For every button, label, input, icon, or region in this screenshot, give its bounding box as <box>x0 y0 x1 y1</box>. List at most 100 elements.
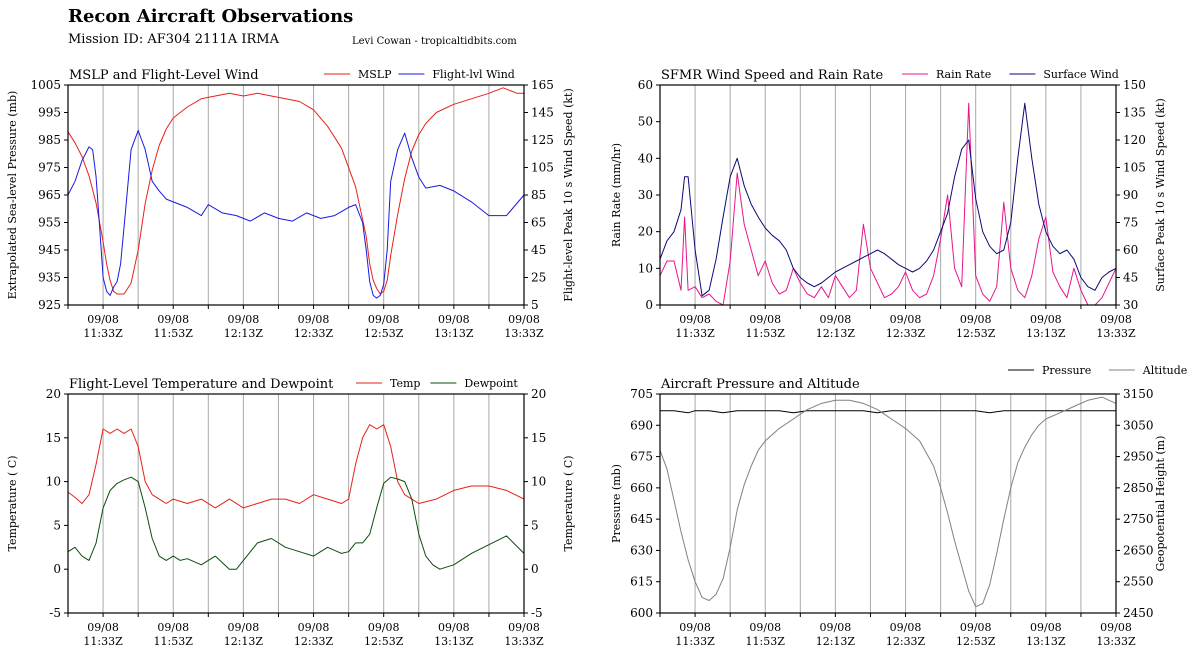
chart-panel-1: 9259359459559659759859951005525456585105… <box>6 68 575 340</box>
y-tick-label-right: 45 <box>531 243 546 257</box>
y-tick-label-left: 50 <box>638 115 653 129</box>
x-tick-label-time: 13:13Z <box>1026 327 1066 340</box>
y-tick-label-left: 20 <box>46 387 61 401</box>
page-title: Recon Aircraft Observations <box>68 6 354 27</box>
y-tick-label-left: 60 <box>638 78 653 92</box>
x-tick-label-date: 09/08 <box>298 621 330 634</box>
x-tick-label-date: 09/08 <box>87 313 119 326</box>
plot-frame <box>659 393 1117 614</box>
series-line-altitude <box>659 396 1117 608</box>
y-tick-label-right: 75 <box>1123 216 1138 230</box>
x-tick-label-time: 13:33Z <box>1096 635 1136 648</box>
y-axis-label-left: Pressure (mb) <box>610 464 623 543</box>
chart-panel-2: 0 10 20 30 40 50 60 30 45 60 75 90 105 120 135 150 09/08… <box>610 68 1167 340</box>
x-tick-label-time: 12:33Z <box>294 327 334 340</box>
series-line-mslp <box>67 87 524 295</box>
x-tick-label-date: 09/08 <box>87 621 119 634</box>
chart-title: MSLP and Flight-Level Wind <box>69 68 259 83</box>
x-tick-label-date: 09/08 <box>960 313 992 326</box>
y-tick-label-left: 690 <box>630 418 653 432</box>
x-tick-label-date: 09/08 <box>438 621 470 634</box>
x-tick-label-date: 09/08 <box>679 621 711 634</box>
x-tick-label-time: 12:33Z <box>294 635 334 648</box>
y-tick-label-left: 935 <box>38 271 61 285</box>
y-tick-label-right: 105 <box>1123 161 1146 175</box>
y-tick-label-right: 2550 <box>1123 575 1154 589</box>
x-tick-label-time: 12:53Z <box>956 327 996 340</box>
y-tick-label-right: 125 <box>531 133 554 147</box>
x-tick-label-time: 11:33Z <box>675 327 715 340</box>
y-tick-label-right: 120 <box>1123 133 1146 147</box>
series-line-dewpoint <box>67 476 525 570</box>
y-tick-label-right: 15 <box>531 431 546 445</box>
x-tick-label-date: 09/08 <box>1030 313 1062 326</box>
y-tick-label-left: 20 <box>638 225 653 239</box>
x-tick-label-date: 09/08 <box>890 313 922 326</box>
legend-label: Flight-lvl Wind <box>432 68 514 81</box>
x-tick-label-time: 11:33Z <box>83 635 123 648</box>
x-tick-label-date: 09/08 <box>820 621 852 634</box>
x-tick-label-time: 12:53Z <box>956 635 996 648</box>
x-tick-label-date: 09/08 <box>157 621 189 634</box>
y-axis-label-left: Extrapolated Sea-level Pressure (mb) <box>6 91 19 300</box>
x-tick-label-date: 09/08 <box>508 313 540 326</box>
y-tick-label-left: 705 <box>630 387 653 401</box>
x-tick-label-date: 09/08 <box>749 621 781 634</box>
x-tick-label-date: 09/08 <box>228 313 260 326</box>
y-tick-label-right: 165 <box>531 78 554 92</box>
y-tick-label-right: 60 <box>1123 243 1138 257</box>
legend-label: Temp <box>390 377 420 390</box>
series-line-surface-wind <box>659 102 1117 297</box>
x-tick-label-time: 11:53Z <box>746 327 786 340</box>
plot-frame <box>67 393 525 614</box>
y-tick-label-left: 10 <box>46 475 61 489</box>
x-tick-label-time: 13:13Z <box>434 327 474 340</box>
legend-label: Dewpoint <box>464 377 518 390</box>
y-tick-label-right: 150 <box>1123 78 1146 92</box>
x-tick-label-time: 12:33Z <box>886 327 926 340</box>
y-tick-label-right: 2450 <box>1123 606 1154 620</box>
y-axis-label-right: Surface Peak 10 s Wind Speed (kt) <box>1154 98 1167 292</box>
x-tick-label-time: 12:33Z <box>886 635 926 648</box>
y-tick-label-right: 90 <box>1123 188 1138 202</box>
y-tick-label-left: -5 <box>49 606 61 620</box>
y-tick-label-left: 10 <box>638 261 653 275</box>
x-tick-label-date: 09/08 <box>157 313 189 326</box>
y-tick-label-left: 985 <box>38 133 61 147</box>
x-tick-label-time: 13:33Z <box>504 327 544 340</box>
y-tick-label-right: 135 <box>1123 106 1146 120</box>
y-tick-label-left: 630 <box>630 543 653 557</box>
x-tick-label-date: 09/08 <box>1100 621 1132 634</box>
y-tick-label-right: 0 <box>531 562 539 576</box>
x-tick-label-date: 09/08 <box>820 313 852 326</box>
y-tick-label-left: 40 <box>638 151 653 165</box>
y-tick-label-left: 675 <box>630 450 653 464</box>
x-tick-label-time: 11:33Z <box>675 635 715 648</box>
y-axis-label-right: Flight-level Peak 10 s Wind Speed (kt) <box>562 88 575 302</box>
x-tick-label-time: 12:53Z <box>364 635 404 648</box>
x-tick-label-time: 12:13Z <box>224 327 264 340</box>
x-tick-label-time: 13:33Z <box>1096 327 1136 340</box>
x-tick-label-date: 09/08 <box>679 313 711 326</box>
x-tick-label-time: 13:33Z <box>504 635 544 648</box>
y-tick-label-left: 995 <box>38 106 61 120</box>
y-tick-label-left: 645 <box>630 512 653 526</box>
y-tick-label-left: 5 <box>53 518 61 532</box>
chart-title: Aircraft Pressure and Altitude <box>660 377 860 392</box>
y-tick-label-right: 3150 <box>1123 387 1154 401</box>
y-tick-label-right: 2950 <box>1123 450 1154 464</box>
x-tick-label-time: 11:53Z <box>154 327 194 340</box>
chart-panel-3: -505101520-50510152009/0811:33Z09/0811:5… <box>6 377 575 648</box>
legend-label: Surface Wind <box>1043 68 1118 81</box>
y-tick-label-right: 5 <box>531 298 539 312</box>
x-tick-label-date: 09/08 <box>1100 313 1132 326</box>
y-tick-label-left: 0 <box>645 298 653 312</box>
y-tick-label-left: 30 <box>638 188 653 202</box>
credit-text: Levi Cowan - tropicaltidbits.com <box>352 36 517 47</box>
y-tick-label-left: 660 <box>630 481 653 495</box>
legend-label: Rain Rate <box>936 68 991 81</box>
y-tick-label-left: 925 <box>38 298 61 312</box>
y-tick-label-right: 85 <box>531 188 546 202</box>
y-tick-label-right: 45 <box>1123 271 1138 285</box>
x-tick-label-time: 12:13Z <box>816 635 856 648</box>
